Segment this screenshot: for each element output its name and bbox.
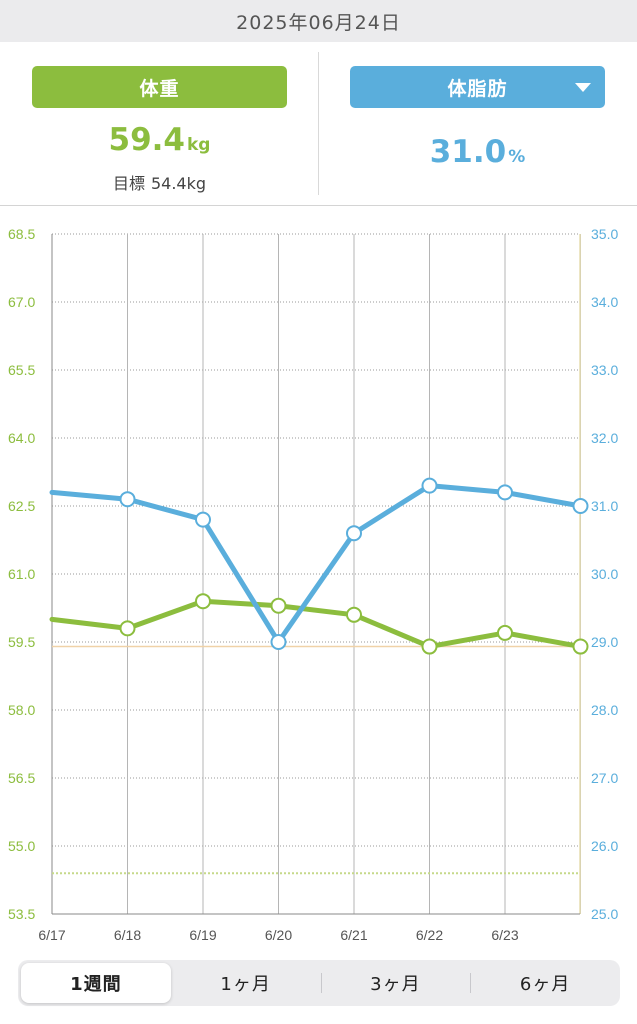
period-tab-4[interactable]: 6ヶ月	[470, 963, 620, 1003]
weight-point	[195, 593, 211, 610]
weight-value: 59.4 kg	[32, 122, 287, 158]
date-text: 2025年06月24日	[236, 11, 401, 34]
weight-point	[572, 638, 589, 655]
x-tick-label: 6/20	[265, 927, 292, 943]
weight-unit: kg	[187, 135, 211, 155]
weight-line-lead	[49, 616, 130, 631]
y-right-tick-label: 35.0	[591, 226, 618, 242]
y-right-tick-label: 33.0	[591, 362, 618, 378]
period-tab-1[interactable]: 1週間	[21, 963, 171, 1003]
y-left-tick-label: 56.5	[8, 770, 35, 786]
period-tab-2[interactable]: 1ヶ月	[220, 974, 271, 995]
date-header: 2025年06月24日	[0, 0, 637, 42]
y-right-tick-label: 34.0	[591, 294, 618, 310]
y-left-tick-label: 68.5	[8, 226, 35, 242]
body-fat-point	[346, 525, 362, 542]
y-right-tick-label: 31.0	[591, 498, 618, 514]
body-fat-label: 体脂肪	[447, 77, 508, 100]
body-fat-point	[572, 498, 589, 514]
panel-divider	[318, 52, 319, 195]
period-selector: 1週間 1ヶ月 3ヶ月 6ヶ月	[18, 960, 620, 1006]
y-left-tick-label: 55.0	[8, 838, 35, 854]
y-left-tick-label: 67.0	[8, 294, 35, 310]
weight-point	[346, 606, 362, 623]
y-left-tick-label: 65.5	[8, 362, 35, 378]
chart-svg: 68.5 67.0 65.5 64.0 62.5 61.0 59.5 58.0 56.5 55.0…	[8, 226, 618, 943]
y-right-tick-label: 29.0	[591, 634, 618, 650]
weight-number: 59.4	[108, 122, 186, 158]
weight-tab-label: 体重	[139, 77, 180, 100]
body-fat-point	[497, 484, 513, 501]
y-right-tick-label: 32.0	[591, 430, 618, 446]
y-right-tick-label: 27.0	[591, 770, 618, 786]
y-right-tick-label: 25.0	[591, 906, 618, 922]
y-left-tick-label: 59.5	[8, 634, 35, 650]
y-left-tick-label: 62.5	[8, 498, 35, 514]
weight-point	[497, 624, 513, 641]
x-tick-label: 6/21	[340, 927, 367, 943]
body-fat-line-lead	[49, 489, 130, 502]
chevron-down-icon	[575, 83, 591, 92]
y-right-tick-label: 30.0	[591, 566, 618, 582]
y-right-tick-label: 28.0	[591, 702, 618, 718]
y-left-tick-label: 61.0	[8, 566, 35, 582]
x-tick-label: 6/19	[189, 927, 216, 943]
goal-weight: 目標 54.4kg	[32, 170, 287, 194]
body-fat-value: 31.0 %	[350, 134, 605, 170]
x-tick-label: 6/23	[491, 927, 518, 943]
body-fat-unit: %	[508, 147, 526, 167]
body-fat-point	[119, 491, 136, 508]
x-tick-label: 6/18	[114, 927, 141, 943]
weight-bodyfat-chart: 68.5 67.0 65.5 64.0 62.5 61.0 59.5 58.0 56.5 55.0…	[0, 206, 637, 946]
x-tick-label: 6/17	[38, 927, 65, 943]
weight-point	[119, 620, 136, 637]
y-left-tick-label: 64.0	[8, 430, 35, 446]
weight-tab[interactable]: 体重	[32, 66, 287, 108]
body-fat-point	[195, 511, 211, 528]
period-tab-3[interactable]: 3ヶ月	[320, 963, 471, 1003]
y-right-tick-label: 26.0	[591, 838, 618, 854]
metrics-panel: 体重 59.4 kg 目標 54.4kg 体脂肪 31.0 %	[0, 42, 637, 206]
body-fat-number: 31.0	[429, 134, 507, 170]
body-fat-dropdown[interactable]: 体脂肪	[350, 66, 605, 108]
body-fat-point	[270, 634, 287, 650]
goal-label: 目標	[112, 174, 145, 193]
body-fat-point	[421, 477, 438, 494]
y-left-tick-label: 53.5	[8, 906, 35, 922]
weight-point	[270, 597, 287, 614]
goal-value: 54.4kg	[150, 174, 207, 193]
y-left-tick-label: 58.0	[8, 702, 35, 718]
x-tick-label: 6/22	[416, 927, 443, 943]
weight-point	[421, 638, 438, 655]
